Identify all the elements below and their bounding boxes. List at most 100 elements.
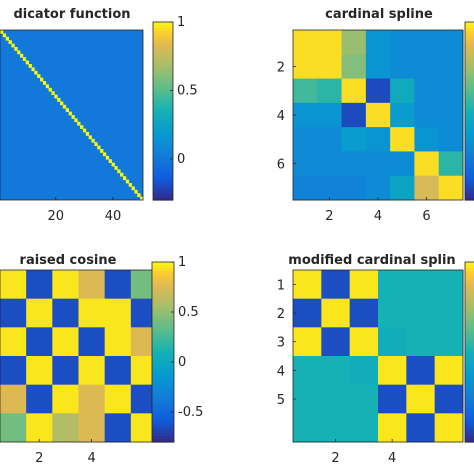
colorbar-segment [152, 412, 174, 416]
heatmap-cell [414, 54, 440, 80]
x-tick-label: 20 [47, 209, 64, 224]
colorbar-segment [152, 349, 174, 353]
colorbar-frame [152, 21, 174, 201]
heatmap-cell [341, 175, 367, 201]
x-tick-label: 40 [105, 209, 122, 224]
colorbar-segment [465, 146, 474, 151]
colorbar-segment [153, 122, 173, 127]
colorbar-segment [152, 385, 174, 389]
heatmap-cell [349, 270, 379, 300]
colorbar-segment [465, 113, 474, 118]
heatmap-cell [390, 78, 415, 104]
heatmap-cell [78, 270, 106, 300]
colorbar-segment [152, 316, 174, 320]
heatmap-cell [341, 102, 367, 128]
colorbar-segment [465, 161, 474, 165]
y-tick-label: 4 [277, 109, 285, 124]
colorbar-segment [153, 96, 173, 100]
colorbar-segment [465, 358, 474, 362]
heatmap-cell [438, 30, 464, 55]
colorbar-segment [465, 409, 474, 413]
colorbar-segment [153, 69, 173, 74]
heatmap-cell [321, 270, 351, 300]
colorbar-tick-label: 0 [177, 152, 185, 167]
heatmap-cell [104, 413, 132, 443]
colorbar-segment [465, 164, 474, 168]
colorbar-segment [152, 325, 174, 329]
colorbar-segment [465, 102, 474, 106]
colorbar-segment [153, 33, 173, 38]
colorbar-segment [153, 42, 173, 47]
heatmap-cell [100, 149, 104, 153]
heatmap-cell [390, 54, 415, 80]
colorbar-segment [153, 108, 173, 112]
colorbar-segment [153, 84, 173, 88]
colorbar-segment [153, 128, 173, 133]
y-tick-label: 6 [277, 158, 285, 173]
heatmap-cell [134, 189, 138, 194]
colorbar-segment [152, 415, 174, 419]
heatmap-cell [317, 54, 343, 80]
heatmap-cell [91, 138, 95, 143]
heatmap-cell [317, 30, 343, 55]
heatmap-cell [438, 54, 464, 80]
heatmap-cell [68, 111, 72, 116]
y-tick-label: 5 [277, 393, 285, 408]
panel-title: raised cosine [20, 253, 117, 268]
colorbar-segment [152, 292, 174, 296]
colorbar-segment [153, 51, 173, 56]
colorbar-segment [465, 295, 474, 299]
heatmap-cell [321, 356, 351, 386]
colorbar-segment [465, 427, 474, 431]
heatmap-cell [317, 127, 343, 152]
heatmap-cell [293, 78, 318, 104]
heatmap-cell [48, 87, 52, 92]
heatmap-cell [52, 298, 79, 328]
colorbar-segment [152, 328, 174, 332]
colorbar-segment [465, 391, 474, 395]
heatmap-cell [390, 102, 415, 128]
colorbar-segment [152, 439, 174, 443]
colorbar-segment [465, 122, 474, 127]
colorbar-segment [153, 99, 173, 103]
heatmap-cell [349, 356, 379, 386]
colorbar-segment [152, 418, 174, 422]
colorbar-segment [465, 75, 474, 79]
colorbar-segment [465, 51, 474, 56]
colorbar-segment [153, 125, 173, 130]
colorbar-segment [153, 152, 173, 157]
colorbar-segment [465, 57, 474, 62]
colorbar-segment [465, 352, 474, 356]
colorbar-segment [152, 361, 174, 365]
panel-title: modified cardinal splin [288, 253, 455, 268]
colorbar-segment [465, 382, 474, 386]
heatmap-cell [390, 30, 415, 55]
x-tick-label: 6 [422, 209, 430, 224]
heatmap-cell [26, 384, 53, 414]
colorbar-segment [153, 191, 173, 195]
colorbar-segment [465, 307, 474, 311]
heatmap-cell [341, 30, 367, 55]
colorbar-segment [465, 412, 474, 416]
heatmap-cell [349, 327, 379, 357]
colorbar-tick-label: 1 [178, 255, 186, 270]
colorbar-segment [152, 265, 174, 269]
heatmap-cell [414, 151, 440, 177]
heatmap-cell [45, 84, 50, 89]
colorbar-segment [152, 277, 174, 281]
heatmap-cell [293, 102, 318, 128]
heatmap-cell [20, 53, 24, 58]
panel-indicator-function: dicator function 20 40 1 0.5 0 [0, 7, 198, 224]
axes-frame [292, 269, 464, 443]
colorbar-segment [465, 349, 474, 353]
colorbar-segment [152, 355, 174, 359]
heatmap-cell [317, 78, 343, 104]
heatmap-cell [0, 384, 27, 414]
colorbar-segment [465, 406, 474, 410]
heatmap-cell [5, 36, 9, 41]
heatmap-cell [52, 327, 79, 357]
colorbar-segment [465, 346, 474, 350]
colorbar-segment [465, 355, 474, 359]
colorbar-segment [465, 45, 474, 50]
heatmap-cell [54, 94, 58, 99]
